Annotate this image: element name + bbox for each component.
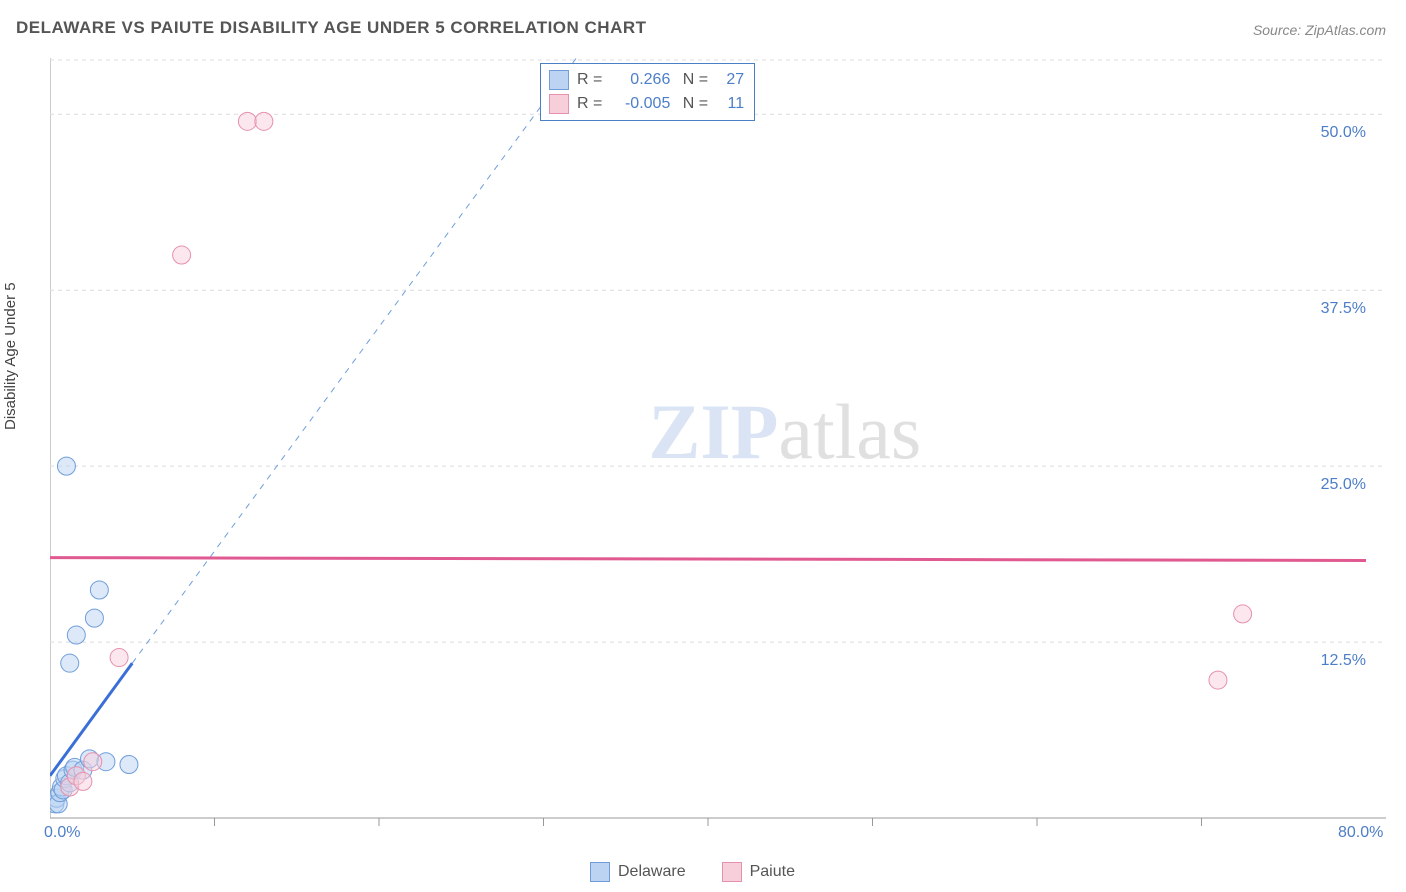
n-label: N = [678, 68, 708, 92]
chart-title: DELAWARE VS PAIUTE DISABILITY AGE UNDER … [16, 18, 647, 38]
stats-row: R = -0.005 N = 11 [549, 92, 744, 116]
scatter-plot: ZIPatlas R =0.266 N =27R =-0.005 N =11 1… [50, 58, 1386, 838]
n-label: N = [678, 92, 708, 116]
r-value: -0.005 [610, 92, 670, 116]
x-tick-label: 0.0% [44, 824, 80, 842]
r-label: R = [577, 92, 602, 116]
legend-label: Paiute [750, 863, 795, 881]
y-tick-label: 25.0% [1321, 476, 1366, 494]
legend-swatch [722, 862, 742, 882]
n-value: 11 [716, 92, 744, 116]
y-tick-label: 37.5% [1321, 300, 1366, 318]
r-label: R = [577, 68, 602, 92]
legend-swatch [590, 862, 610, 882]
bottom-legend: Delaware Paiute [590, 862, 795, 882]
correlation-stats-box: R = 0.266 N = 27 R = -0.005 N = 11 [540, 63, 755, 121]
source-credit: Source: ZipAtlas.com [1253, 22, 1386, 38]
n-value: 27 [716, 68, 744, 92]
y-tick-label: 50.0% [1321, 124, 1366, 142]
y-axis-label: Disability Age Under 5 [2, 282, 19, 430]
x-tick-label: 80.0% [1338, 824, 1383, 842]
stats-row: R = 0.266 N = 27 [549, 68, 744, 92]
legend-label: Delaware [618, 863, 686, 881]
legend-item: Paiute [722, 862, 795, 882]
plot-svg [50, 58, 1386, 838]
y-tick-label: 12.5% [1321, 652, 1366, 670]
legend-item: Delaware [590, 862, 686, 882]
r-value: 0.266 [610, 68, 670, 92]
series-swatch [549, 94, 569, 114]
series-swatch [549, 70, 569, 90]
